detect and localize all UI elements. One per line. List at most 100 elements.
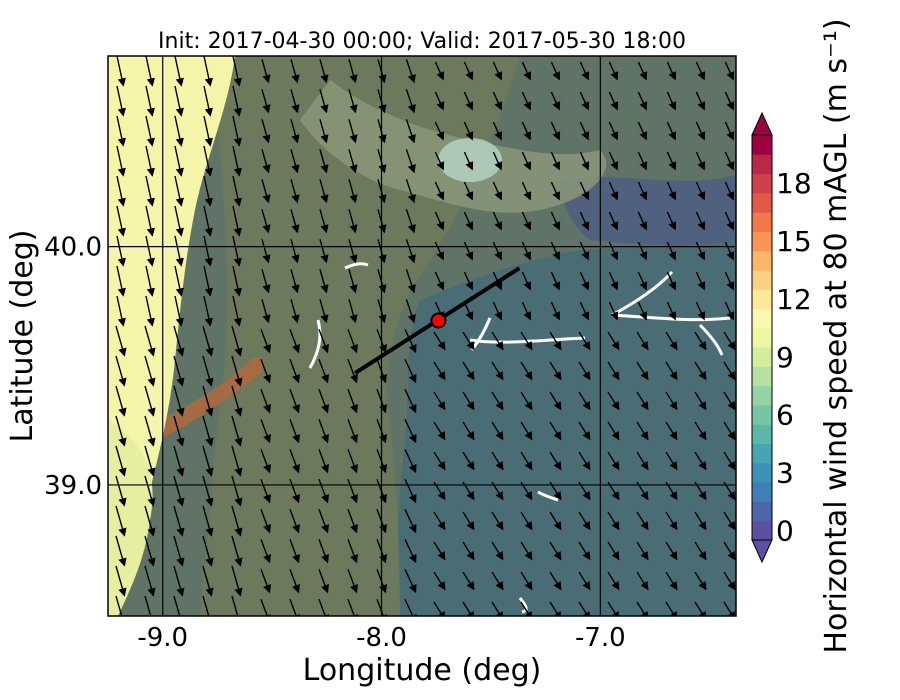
- wind-arrow: [202, 475, 214, 507]
- wind-arrow: [520, 541, 533, 561]
- wind-arrow: [347, 419, 358, 444]
- wind-arrow: [145, 295, 155, 327]
- wind-arrow: [549, 571, 562, 591]
- wind-arrow: [636, 451, 649, 471]
- wind-arrow: [290, 269, 300, 294]
- wind-arrow: [723, 541, 736, 561]
- wind-arrow: [174, 56, 184, 87]
- wind-arrow: [144, 445, 156, 477]
- wind-arrow: [404, 509, 417, 534]
- wind-arrow: [174, 235, 184, 267]
- wind-arrow: [462, 361, 475, 381]
- wind-arrow: [694, 331, 707, 351]
- wind-arrow: [665, 391, 678, 411]
- map-title: Init: 2017-04-30 00:00; Valid: 2017-05-3…: [158, 29, 686, 54]
- latitude-tick-label: 39.0: [44, 471, 102, 501]
- wind-arrow: [202, 445, 214, 477]
- wind-arrow: [115, 595, 123, 616]
- wind-arrow: [203, 265, 213, 297]
- ridge-peak: [438, 138, 502, 182]
- wind-arrow: [520, 571, 533, 591]
- wind-arrow: [232, 85, 242, 117]
- wind-arrow: [695, 211, 706, 231]
- wind-arrow: [608, 241, 619, 261]
- wind-arrow: [145, 175, 155, 207]
- wind-arrow: [116, 56, 126, 87]
- colorbar-label: Horizontal wind speed at 80 mAGL (m s⁻¹): [819, 18, 854, 653]
- wind-arrow: [520, 361, 533, 381]
- wind-arrow: [232, 295, 242, 327]
- wind-arrow: [462, 331, 475, 351]
- colorbar-band: [752, 154, 772, 175]
- wind-arrow: [231, 505, 243, 537]
- wind-arrow: [608, 61, 619, 81]
- wind-arrow: [289, 569, 300, 594]
- wind-arrow: [579, 181, 590, 201]
- wind-arrow: [694, 541, 707, 561]
- wind-arrow: [463, 151, 474, 171]
- wind-arrow: [550, 151, 561, 171]
- wind-arrow: [174, 175, 184, 207]
- wind-arrow: [348, 149, 358, 174]
- wind-arrow: [116, 265, 126, 297]
- wind-arrow: [115, 415, 127, 447]
- wind-arrow: [695, 121, 706, 141]
- wind-arrow: [607, 511, 620, 531]
- wind-arrow: [550, 241, 561, 261]
- wind-arrow: [289, 539, 300, 564]
- wind-arrow: [462, 391, 475, 411]
- wind-arrow: [145, 265, 155, 297]
- river-tejo: [469, 336, 586, 344]
- wind-arrow: [260, 359, 271, 384]
- colorbar-frame: [751, 134, 773, 541]
- wind-arrow: [694, 451, 707, 471]
- map-frame: [107, 55, 737, 617]
- wind-arrow: [723, 571, 736, 591]
- wind-arrow: [637, 121, 648, 141]
- wind-arrow: [290, 299, 300, 324]
- wind-arrow: [404, 479, 417, 504]
- wind-arrow: [173, 415, 185, 447]
- wind-arrow: [289, 329, 300, 354]
- wind-arrow: [695, 181, 706, 201]
- wind-arrow: [665, 511, 678, 531]
- wind-arrow: [636, 511, 649, 531]
- wind-arrow: [261, 179, 271, 204]
- latitude-tick-label: 40.0: [44, 233, 102, 263]
- wind-arrow: [607, 331, 620, 351]
- wind-arrow: [694, 361, 707, 381]
- wind-arrow: [521, 121, 532, 141]
- wind-arrow: [608, 211, 619, 231]
- wind-arrow: [115, 565, 127, 597]
- wind-arrow: [637, 301, 648, 321]
- wind-arrow: [319, 239, 329, 264]
- wind-arrow: [492, 241, 503, 261]
- wind-arrow: [116, 235, 126, 267]
- wind-arrow: [202, 325, 214, 357]
- wind-arrow: [347, 479, 358, 504]
- colorbar-band: [752, 135, 772, 155]
- wind-arrow: [637, 211, 648, 231]
- wind-arrow: [348, 89, 358, 114]
- wind-arrow: [202, 565, 214, 597]
- colorbar-tick-label: 15: [776, 225, 812, 258]
- wind-arrow: [521, 91, 532, 111]
- wind-arrow: [173, 535, 185, 567]
- wind-arrow: [318, 419, 329, 444]
- wind-arrow: [404, 419, 417, 444]
- wind-arrow: [405, 59, 416, 84]
- colorbar-band: [752, 212, 772, 232]
- longitude-tick-label: -8.0: [356, 623, 407, 653]
- wind-arrow: [145, 235, 155, 267]
- coastal-ridge: [140, 356, 265, 445]
- wind-arrow: [145, 115, 155, 147]
- wind-arrow: [347, 539, 358, 564]
- wind-arrow: [115, 475, 127, 507]
- wind-arrow: [550, 181, 561, 201]
- wind-arrow: [636, 541, 649, 561]
- wind-arrow: [232, 205, 242, 237]
- wind-arrow: [318, 599, 329, 616]
- wind-arrow: [608, 271, 619, 291]
- wind-arrow: [520, 511, 533, 531]
- wind-arrow: [318, 479, 329, 504]
